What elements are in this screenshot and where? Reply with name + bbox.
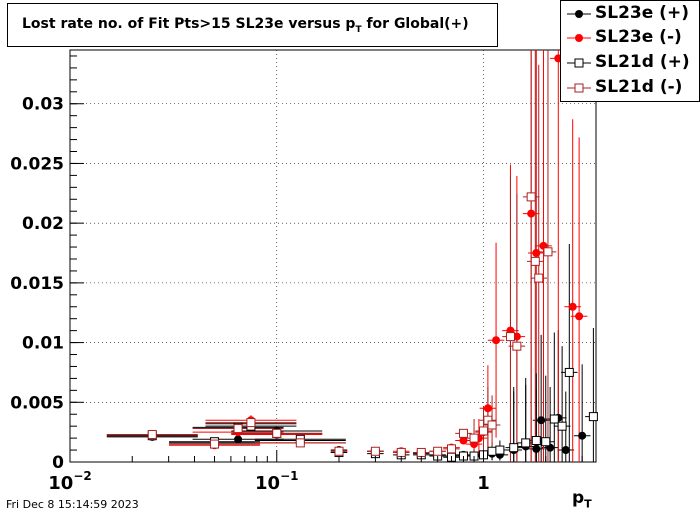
data-point (527, 209, 536, 218)
data-point (512, 341, 522, 351)
data-point (521, 438, 531, 448)
data-point (531, 436, 541, 446)
data-point (234, 435, 243, 444)
data-point (505, 332, 515, 342)
data-point (492, 336, 501, 345)
x-tick-label: 10−2 (48, 469, 91, 494)
data-point (532, 444, 541, 453)
data-point (487, 446, 497, 456)
data-point (469, 433, 479, 443)
data-point (334, 446, 344, 456)
data-point (575, 312, 584, 321)
data-point (543, 247, 553, 257)
legend: SL23e (+) SL23e (-) SL21d (+) SL21d (-) (560, 0, 700, 102)
legend-label-sl21d-minus: SL21d (-) (595, 77, 683, 97)
data-point (458, 428, 468, 438)
data-markers (147, 54, 598, 462)
y-tick-label: 0.005 (10, 393, 64, 413)
y-tick-label: 0.015 (10, 274, 64, 294)
data-point (479, 426, 489, 436)
data-point (446, 444, 456, 454)
data-point (526, 192, 536, 202)
y-tick-label: 0.03 (22, 95, 64, 115)
legend-entry-sl21d-minus: SL21d (-) (561, 76, 699, 100)
data-point (416, 447, 426, 457)
x-axis-label: pT (572, 488, 592, 511)
data-point (509, 443, 519, 453)
y-tick-label: 0 (52, 453, 64, 473)
plot-frame (69, 49, 597, 463)
data-point (487, 420, 497, 430)
data-point (578, 431, 587, 440)
data-point (549, 414, 559, 424)
data-point (561, 446, 570, 455)
data-point (370, 446, 380, 456)
data-point (147, 430, 157, 440)
x-tick-label: 10−1 (255, 469, 298, 494)
data-point (459, 436, 468, 445)
legend-label-sl21d-plus: SL21d (+) (595, 52, 690, 72)
data-point (495, 445, 505, 455)
y-tick-label: 0.01 (22, 334, 64, 354)
x-tick-label: 1 (477, 473, 490, 494)
data-point (568, 302, 577, 311)
data-point (272, 428, 282, 438)
data-point (534, 273, 544, 283)
data-point (588, 412, 598, 422)
data-point (530, 256, 540, 266)
data-point (532, 249, 541, 258)
data-point (210, 439, 220, 449)
y-tick-label: 0.025 (10, 154, 64, 174)
data-point (295, 438, 305, 448)
legend-marker-sl21d-plus (567, 58, 591, 68)
grid-lines (69, 50, 596, 462)
legend-marker-sl23e-minus (567, 34, 591, 42)
data-point (246, 418, 256, 428)
data-point (433, 446, 443, 456)
legend-marker-sl23e-plus (567, 10, 591, 18)
data-point (541, 437, 551, 447)
axes: 0 0.005 0.01 0.015 0.02 0.025 0.03 10−2 10−1 1 (10, 55, 583, 494)
data-point (396, 447, 406, 457)
legend-marker-sl21d-minus (567, 83, 591, 93)
data-point (564, 367, 574, 377)
legend-entry-sl21d-plus: SL21d (+) (561, 51, 699, 75)
legend-label-sl23e-plus: SL23e (+) (595, 3, 689, 23)
chart-title: Lost rate no. of Fit Pts>15 SL23e versus… (22, 16, 469, 35)
title-box: Lost rate no. of Fit Pts>15 SL23e versus… (7, 3, 498, 47)
data-point (233, 424, 243, 434)
legend-label-sl23e-minus: SL23e (-) (595, 27, 682, 47)
data-point (557, 421, 567, 431)
legend-entry-sl23e-minus: SL23e (-) (561, 26, 699, 50)
legend-entry-sl23e-plus: SL23e (+) (561, 2, 699, 26)
timestamp-footer: Fri Dec 8 15:14:59 2023 (6, 498, 139, 511)
y-tick-label: 0.02 (22, 214, 64, 234)
data-point (483, 404, 492, 413)
data-point (537, 416, 546, 425)
